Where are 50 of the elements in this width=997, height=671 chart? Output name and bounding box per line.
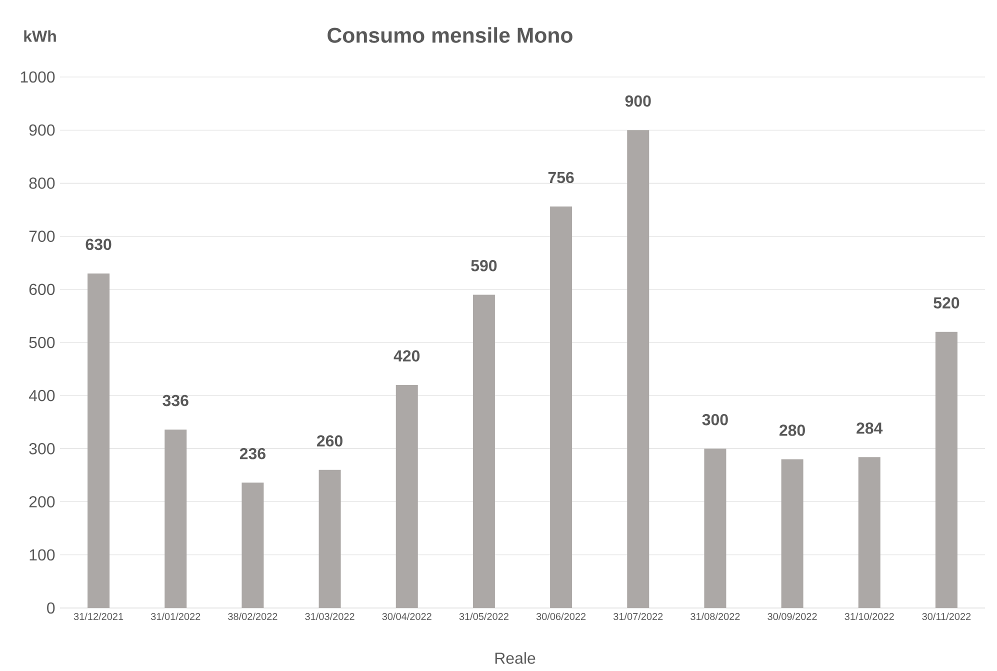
data-label: 420 [394,350,420,362]
x-tick-label: 31/07/2022 [613,612,663,620]
x-tick-label: 30/11/2022 [922,612,971,620]
data-label: 280 [780,424,805,436]
data-label: 520 [934,297,960,308]
x-tick-label: 30/09/2022 [768,612,817,620]
bar [242,482,264,608]
data-label: 900 [625,95,651,107]
bar [627,130,650,608]
x-tick-label: 38/02/2022 [228,612,278,620]
data-label: 630 [86,238,112,250]
data-label: 260 [317,435,342,447]
bar [318,470,341,608]
y-tick-label: 1000 [20,71,55,83]
y-tick-label: 700 [29,230,55,242]
bar [935,332,958,608]
bar [550,206,572,608]
data-label: 300 [702,414,728,426]
bar [88,273,110,608]
y-tick-label: 600 [29,284,55,296]
x-tick-label: 30/04/2022 [382,612,432,620]
x-tick-label: 31/01/2022 [150,612,200,620]
bar [858,457,880,608]
x-tick-label: 30/06/2022 [536,612,586,620]
y-tick-label: 200 [29,496,55,508]
bar [704,448,726,608]
chart-title: Consumo mensile Mono [328,27,572,43]
data-label: 284 [856,422,883,434]
x-axis-title: Reale [495,652,536,664]
x-tick-label: 31/05/2022 [459,612,508,620]
data-label: 236 [240,448,266,460]
x-tick-label: 31/08/2022 [690,612,740,620]
y-tick-label: 0 [47,602,55,614]
x-tick-label: 31/12/2021 [74,612,124,620]
data-label: 590 [471,260,497,272]
x-tick-label: 31/10/2022 [844,612,894,620]
x-tick-label: 31/03/2022 [305,612,354,620]
y-tick-label: 100 [30,549,55,561]
y-axis-title: kWh [24,30,56,42]
y-tick-label: 800 [29,178,55,189]
y-tick-label: 300 [29,443,55,454]
bar [781,459,804,608]
bar [396,384,418,608]
y-tick-label: 400 [28,390,55,402]
bar [472,294,495,608]
y-tick-label: 900 [29,124,55,136]
bar [164,430,187,608]
data-label: 336 [162,394,188,406]
y-tick-label: 500 [29,336,55,348]
data-label: 756 [548,172,574,184]
